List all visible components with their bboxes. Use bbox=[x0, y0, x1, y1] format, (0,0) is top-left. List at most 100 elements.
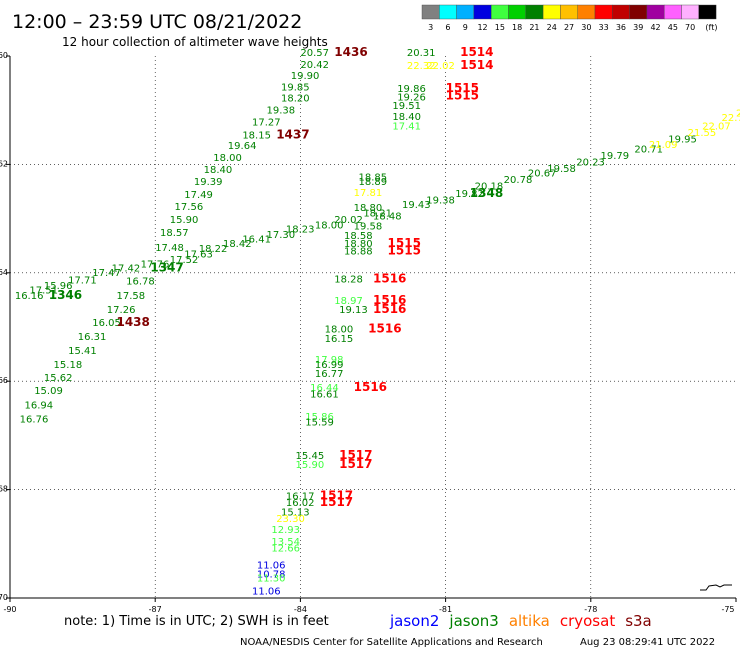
lon-tick-label: -90 bbox=[3, 605, 16, 614]
colorbar-label: 42 bbox=[650, 23, 660, 32]
pass-time-label: 1437 bbox=[276, 127, 309, 141]
swh-value-label: 17.98 bbox=[315, 355, 344, 366]
swh-value-label: 19.64 bbox=[228, 141, 257, 152]
footer-credit: NOAA/NESDIS Center for Satellite Applica… bbox=[240, 637, 543, 648]
swh-value-label: 15.90 bbox=[170, 215, 199, 226]
swh-value-label: 19.58 bbox=[547, 164, 576, 175]
swh-value-label: 19.82 bbox=[455, 189, 484, 200]
page-title: 12:00 – 23:59 UTC 08/21/2022 bbox=[12, 11, 302, 33]
swh-value-label: 20.67 bbox=[528, 168, 557, 179]
swh-value-label: 22.73 bbox=[721, 113, 740, 124]
colorbar-swatch bbox=[421, 4, 440, 20]
swh-value-label: 16.41 bbox=[242, 234, 271, 245]
lat-tick-label: 68 bbox=[0, 485, 8, 494]
swh-value-label: 15.62 bbox=[44, 373, 73, 384]
swh-value-label: 16.78 bbox=[126, 277, 155, 288]
swh-value-label: 17.27 bbox=[252, 117, 281, 128]
swh-value-label: 16.94 bbox=[25, 400, 54, 411]
pass-time-label: 1515 bbox=[388, 243, 421, 257]
swh-value-label: 17.48 bbox=[155, 243, 184, 254]
map-graticule: 60 62 64 66 68 70 -90 -87 -84 -81 -78 -75 bbox=[0, 51, 737, 614]
swh-value-label: 17.47 bbox=[92, 268, 121, 279]
pass-time-label: 1348 bbox=[470, 186, 503, 200]
swh-value-label: 18.00 bbox=[325, 324, 354, 335]
swh-value-label: 19.51 bbox=[392, 101, 421, 112]
swh-value-label: 19.13 bbox=[339, 305, 368, 316]
swh-value-label: 15.86 bbox=[305, 412, 334, 423]
colorbar-swatch bbox=[594, 4, 613, 20]
colorbar-swatch bbox=[681, 4, 699, 20]
swh-value-label: 16.76 bbox=[20, 414, 49, 425]
colorbar-swatch bbox=[664, 4, 682, 20]
lat-tick-label: 62 bbox=[0, 159, 8, 168]
swh-value-label: 13.54 bbox=[271, 537, 300, 548]
swh-value-label: 16.31 bbox=[78, 332, 107, 343]
swh-value-label: 16.02 bbox=[286, 498, 315, 509]
swh-value-label: 17.26 bbox=[107, 305, 136, 316]
swh-value-label: 19.26 bbox=[397, 92, 426, 103]
satellite-legend-item: s3a bbox=[625, 612, 652, 630]
swh-value-label: 16.17 bbox=[286, 491, 315, 502]
swh-value-label: 20.78 bbox=[504, 175, 533, 186]
swh-value-label: 17.30 bbox=[267, 230, 296, 241]
colorbar-swatch bbox=[577, 4, 596, 20]
swh-value-label: 19.39 bbox=[194, 177, 223, 188]
lon-tick-label: -75 bbox=[721, 605, 734, 614]
pass-time-label: 1516 bbox=[373, 293, 406, 307]
swh-value-label: 11.06 bbox=[257, 561, 286, 572]
pass-time-label: 1347 bbox=[150, 261, 183, 275]
pass-time-label: 1346 bbox=[49, 288, 82, 302]
colorbar-label: (ft) bbox=[705, 23, 717, 32]
swh-value-label: 17.71 bbox=[68, 276, 97, 287]
pass-time-labels: 1436143714381514151415151515151515151516… bbox=[49, 45, 503, 509]
colorbar-swatch bbox=[542, 4, 561, 20]
colorbar-label: 36 bbox=[616, 23, 626, 32]
wave-height-labels: 20.5720.4219.9019.8518.2019.3817.2718.15… bbox=[15, 48, 740, 598]
colorbar-swatch bbox=[525, 4, 544, 20]
swh-value-label: 19.95 bbox=[668, 135, 697, 146]
colorbar-swatch bbox=[491, 4, 509, 20]
swh-value-label: 16.05 bbox=[92, 318, 121, 329]
colorbar-swatch bbox=[612, 4, 630, 20]
colorbar-label: 27 bbox=[564, 23, 574, 32]
colorbar-label: 30 bbox=[581, 23, 591, 32]
swh-value-label: 11.06 bbox=[252, 587, 281, 598]
swh-value-label: 17.58 bbox=[116, 291, 145, 302]
lat-tick-label: 60 bbox=[0, 51, 8, 60]
swh-value-label: 15.90 bbox=[296, 460, 325, 471]
swh-value-label: 20.18 bbox=[475, 181, 504, 192]
pass-time-label: 1516 bbox=[373, 302, 406, 316]
swh-value-label: 22.02 bbox=[426, 61, 455, 72]
lon-tick-label: -78 bbox=[584, 605, 597, 614]
swh-value-label: 19.90 bbox=[291, 71, 320, 82]
swh-value-label: 16.16 bbox=[15, 291, 44, 302]
colorbar-swatch bbox=[439, 4, 457, 20]
swh-colorbar: 3 6 9 12 15 18 21 24 27 30 33 36 39 42 45 70 (ft) bbox=[421, 4, 717, 32]
swh-value-label: 18.85 bbox=[358, 173, 387, 184]
swh-value-label: 15.59 bbox=[305, 418, 334, 429]
swh-value-label: 18.28 bbox=[334, 275, 363, 286]
colorbar-swatch bbox=[473, 4, 492, 20]
pass-time-label: 1438 bbox=[116, 315, 149, 329]
colorbar-label: 70 bbox=[685, 23, 695, 32]
pass-time-label: 1515 bbox=[388, 236, 421, 250]
swh-value-label: 19.58 bbox=[354, 221, 383, 232]
swh-value-label: 16.44 bbox=[310, 383, 339, 394]
swh-value-label: 17.81 bbox=[354, 188, 383, 199]
swh-value-label: 16.77 bbox=[315, 369, 344, 380]
swh-value-label: 15.41 bbox=[68, 346, 97, 357]
swh-value-label: 17.76 bbox=[141, 259, 170, 270]
colorbar-swatch bbox=[508, 4, 526, 20]
swh-value-label: 16.61 bbox=[310, 389, 339, 400]
swh-value-label: 21.55 bbox=[688, 128, 717, 139]
swh-value-label: 15.96 bbox=[44, 281, 73, 292]
swh-value-label: 20.02 bbox=[334, 215, 363, 226]
swh-value-label: 18.58 bbox=[344, 231, 373, 242]
swh-value-label: 17.52 bbox=[170, 255, 199, 266]
colorbar-swatch bbox=[646, 4, 665, 20]
swh-value-label: 23.30 bbox=[276, 514, 305, 525]
swh-value-label: 19.38 bbox=[267, 105, 296, 116]
pass-time-label: 1516 bbox=[373, 272, 406, 286]
lat-tick-label: 70 bbox=[0, 593, 8, 602]
pass-time-label: 1516 bbox=[354, 380, 387, 394]
